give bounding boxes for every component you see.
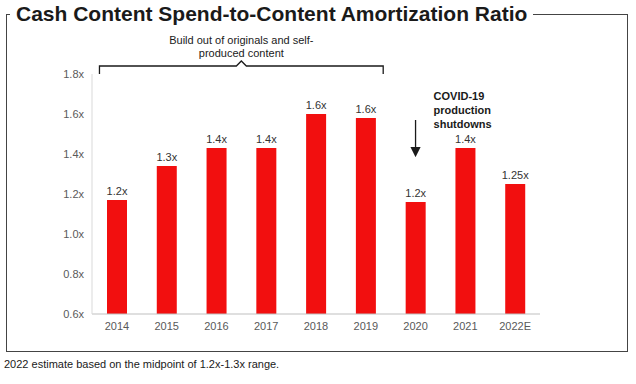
svg-text:1.4x: 1.4x [206, 133, 227, 145]
svg-text:2020: 2020 [403, 320, 427, 332]
svg-text:produced content: produced content [199, 47, 284, 59]
svg-text:shutdowns: shutdowns [434, 118, 492, 130]
svg-text:Build out of originals and sel: Build out of originals and self- [169, 34, 314, 46]
svg-text:2016: 2016 [204, 320, 228, 332]
svg-text:1.25x: 1.25x [502, 169, 529, 181]
svg-text:1.4x: 1.4x [256, 133, 277, 145]
svg-text:1.6x: 1.6x [355, 103, 376, 115]
svg-text:1.0x: 1.0x [63, 228, 84, 240]
svg-text:2018: 2018 [304, 320, 328, 332]
svg-text:1.2x: 1.2x [63, 188, 84, 200]
svg-text:2015: 2015 [154, 320, 178, 332]
html-text:2022 estimate based on the mid: 2022 estimate based on the midpoint of 1… [4, 358, 280, 370]
svg-text:1.4x: 1.4x [63, 148, 84, 160]
svg-text:1.2x: 1.2x [107, 185, 128, 197]
svg-text:1.6x: 1.6x [306, 99, 327, 111]
svg-text:0.6x: 0.6x [63, 308, 84, 320]
svg-text:2021: 2021 [453, 320, 477, 332]
html-text:Cash Content Spend-to-Content: Cash Content Spend-to-Content Amortizati… [16, 2, 528, 25]
svg-text:1.3x: 1.3x [156, 151, 177, 163]
svg-text:2019: 2019 [354, 320, 378, 332]
svg-text:2022E: 2022E [499, 320, 531, 332]
svg-text:COVID-19: COVID-19 [434, 90, 485, 102]
svg-text:0.8x: 0.8x [63, 268, 84, 280]
svg-text:production: production [434, 104, 492, 116]
svg-text:1.4x: 1.4x [455, 133, 476, 145]
svg-text:2017: 2017 [254, 320, 278, 332]
svg-text:1.2x: 1.2x [405, 187, 426, 199]
svg-text:1.6x: 1.6x [63, 108, 84, 120]
svg-text:2014: 2014 [105, 320, 129, 332]
svg-text:1.8x: 1.8x [63, 68, 84, 80]
